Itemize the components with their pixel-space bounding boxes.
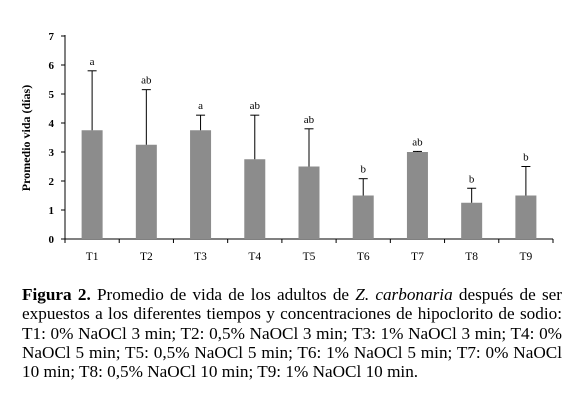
plot-area: 0 1 2 3 4 5 6 7 a T1 ab T2 a T3 ab T4 ab T5 b T6 ab T7 b T8 b T9 [49,31,554,263]
caption-label: Figura 2. [22,285,91,304]
significance-label-T9: b [523,152,529,164]
x-tick-label-T7: T7 [411,251,424,263]
bar-T6 [352,195,374,239]
y-axis-label: Promedio vida (días) [19,85,33,191]
x-tick-label-T5: T5 [303,251,316,263]
figure-caption: Figura 2. Promedio de vida de los adulto… [22,285,562,381]
significance-label-T6: b [360,164,366,176]
significance-label-T3: a [198,100,203,112]
y-tick-label: 5 [49,89,55,101]
x-tick-label-T9: T9 [519,251,532,263]
significance-label-T4: ab [250,100,261,112]
bar-chart: Promedio vida (días) 0 1 2 3 4 5 6 7 a T1 ab T2 a T3 a… [19,31,554,263]
y-tick-label: 0 [49,234,55,246]
significance-label-T1: a [90,56,95,68]
x-tick-label-T8: T8 [465,251,478,263]
bar-T9 [515,195,537,239]
significance-label-T5: ab [304,114,315,126]
x-tick-label-T4: T4 [248,251,261,263]
y-tick-label: 2 [49,176,55,188]
significance-label-T7: ab [412,136,423,148]
bar-T1 [81,130,103,239]
bar-T7 [406,152,428,239]
caption-text-after: después de ser expuestos a los diferente… [22,285,563,382]
y-tick-label: 6 [49,60,55,72]
significance-label-T2: ab [141,75,152,87]
caption-text-before: Promedio de vida de los adultos de [90,285,356,304]
x-tick-label-T1: T1 [86,251,99,263]
bar-T3 [190,130,212,239]
x-tick-label-T3: T3 [194,251,207,263]
bar-T4 [244,159,266,239]
bar-T2 [135,144,157,239]
significance-label-T8: b [469,173,475,185]
x-tick-label-T2: T2 [140,251,153,263]
y-tick-label: 7 [49,31,55,43]
caption-species: Z. carbonaria [355,285,453,304]
bar-T5 [298,166,320,239]
x-tick-label-T6: T6 [357,251,370,263]
y-tick-label: 4 [49,118,55,130]
y-tick-label: 1 [49,205,55,217]
bar-T8 [461,202,483,239]
y-tick-label: 3 [49,147,55,159]
